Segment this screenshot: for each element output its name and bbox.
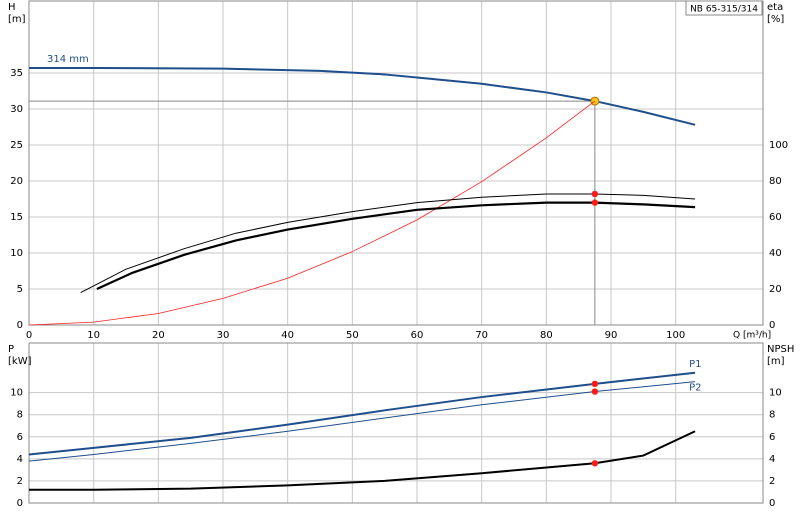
x-tick-label: 20	[152, 330, 165, 341]
y2-tick-label: 80	[769, 176, 782, 187]
curve	[80, 193, 696, 294]
y-tick-label: 10	[10, 388, 23, 399]
x-tick-label: 70	[475, 330, 488, 341]
y-tick-label: 0	[17, 498, 23, 509]
y-tick-label: 2	[17, 476, 23, 487]
y-tick-label: 30	[10, 104, 23, 115]
y2-tick-label: 60	[769, 212, 782, 223]
x-tick-label: 40	[281, 330, 294, 341]
x-tick-label: 60	[411, 330, 424, 341]
series-label: 314 mm	[47, 54, 89, 65]
x-tick-label: 30	[217, 330, 230, 341]
y2-tick-label: 20	[769, 284, 782, 295]
curve	[29, 66, 696, 126]
plot-frame	[28, 0, 764, 326]
y2-tick-label: 40	[769, 248, 782, 259]
y2-tick-label: 4	[769, 454, 775, 465]
y2-tick-label: 6	[769, 432, 775, 443]
y2-tick-label: 10	[769, 388, 782, 399]
duty-point	[591, 199, 599, 206]
y2-tick-label: 100	[769, 140, 788, 151]
y-tick-label: 15	[10, 212, 23, 223]
curve	[28, 381, 696, 462]
y-axis-unit: [kW]	[8, 356, 32, 367]
x-tick-label: 100	[666, 330, 685, 341]
y-tick-label: 25	[10, 140, 23, 151]
y-tick-label: 0	[17, 320, 23, 331]
y-tick-label: 10	[10, 248, 23, 259]
y2-axis-label: NPSH	[767, 344, 794, 355]
plot-frame	[28, 342, 764, 504]
series-label: P1	[689, 359, 701, 370]
curve	[29, 430, 696, 491]
x-axis-label: Q [m³/h]	[733, 331, 771, 341]
duty-point	[591, 388, 599, 395]
legend-text: NB 65-315/314	[690, 5, 758, 15]
curve	[96, 201, 696, 291]
y-tick-label: 5	[17, 284, 23, 295]
y2-tick-label: 0	[769, 498, 775, 509]
duty-point	[591, 190, 599, 198]
y-axis-label: H	[8, 2, 16, 13]
y2-axis-unit: [%]	[767, 14, 784, 25]
legend-frame	[685, 0, 763, 16]
curve	[28, 371, 696, 456]
y-tick-label: 4	[17, 454, 23, 465]
y2-tick-label: 2	[769, 476, 775, 487]
y-tick-label: 35	[10, 68, 23, 79]
curve	[28, 100, 596, 326]
y2-tick-label: 8	[769, 410, 775, 421]
y-tick-label: 20	[10, 176, 23, 187]
y2-axis-unit: [m]	[767, 356, 785, 367]
series-label: P2	[689, 383, 701, 394]
y-tick-label: 8	[17, 410, 23, 421]
x-tick-label: 10	[87, 330, 100, 341]
y-tick-label: 6	[17, 432, 23, 443]
y-axis-label: P	[8, 344, 14, 355]
x-tick-label: 90	[605, 330, 618, 341]
duty-point	[591, 380, 599, 388]
y2-axis-label: eta	[767, 2, 783, 13]
duty-point	[591, 460, 599, 467]
x-tick-label: 50	[346, 330, 359, 341]
x-tick-label: 0	[26, 330, 32, 341]
y2-tick-label: 0	[769, 320, 775, 331]
y-axis-unit: [m]	[8, 14, 26, 25]
x-tick-label: 80	[540, 330, 553, 341]
